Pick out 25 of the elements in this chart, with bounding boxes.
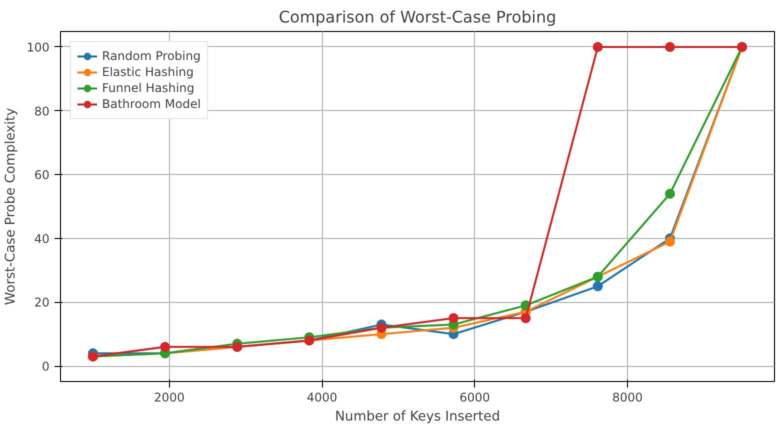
x-tick-label: 6000 [460,390,490,404]
point [664,236,675,247]
y-tick-label: 100 [26,40,50,54]
point [160,342,170,352]
y-tick-label: 20 [34,296,50,310]
chart-title: Comparison of Worst-Case Probing [278,8,556,26]
x-tick-label: 4000 [306,390,338,404]
legend-label: Funnel Hashing [102,80,194,96]
x-tick-label: 8000 [612,390,643,404]
point [592,42,603,52]
y-tick-label: 60 [34,168,50,182]
point [520,313,531,324]
point [664,188,675,199]
x-tick-label: 2000 [154,390,185,404]
y-tick-label: 0 [42,360,50,374]
y-tick-label: 80 [34,104,50,118]
legend-label: Random Probing [102,48,201,64]
point [664,42,675,52]
point [592,281,603,292]
x-axis-title: Number of Keys Inserted [334,410,500,424]
legend-label: Bathroom Model [102,96,201,112]
legend-label: Elastic Hashing [102,64,194,80]
y-tick-label: 40 [34,232,50,246]
point [448,313,459,324]
y-axis-title: Worst-Case Probe Complexity [4,108,19,306]
